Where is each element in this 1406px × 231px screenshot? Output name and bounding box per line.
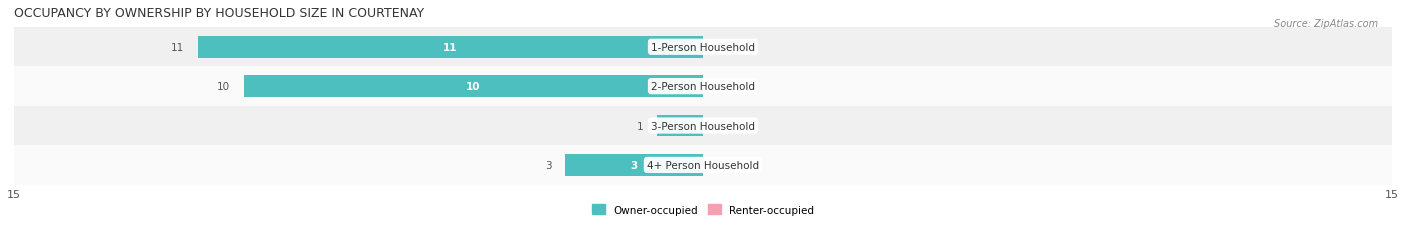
Legend: Owner-occupied, Renter-occupied: Owner-occupied, Renter-occupied — [588, 200, 818, 219]
Text: 1-Person Household: 1-Person Household — [651, 43, 755, 52]
Bar — [14, 106, 1392, 146]
Text: 0: 0 — [717, 121, 723, 131]
Bar — [243, 76, 703, 97]
Bar — [565, 154, 703, 176]
Text: 1: 1 — [676, 121, 683, 131]
Text: 0: 0 — [717, 43, 723, 52]
Text: 11: 11 — [443, 43, 457, 52]
Text: 10: 10 — [465, 82, 481, 92]
Bar — [14, 28, 1392, 67]
Text: 3: 3 — [630, 160, 638, 170]
Text: OCCUPANCY BY OWNERSHIP BY HOUSEHOLD SIZE IN COURTENAY: OCCUPANCY BY OWNERSHIP BY HOUSEHOLD SIZE… — [14, 7, 425, 20]
Bar — [14, 146, 1392, 185]
Bar — [657, 115, 703, 137]
Text: 2-Person Household: 2-Person Household — [651, 82, 755, 92]
Text: 0: 0 — [717, 160, 723, 170]
Text: 11: 11 — [170, 43, 184, 52]
Text: 10: 10 — [217, 82, 229, 92]
Bar — [198, 37, 703, 58]
Text: 1: 1 — [637, 121, 644, 131]
Bar — [14, 67, 1392, 106]
Text: 3: 3 — [544, 160, 551, 170]
Text: 4+ Person Household: 4+ Person Household — [647, 160, 759, 170]
Text: 3-Person Household: 3-Person Household — [651, 121, 755, 131]
Text: Source: ZipAtlas.com: Source: ZipAtlas.com — [1274, 18, 1378, 28]
Text: 0: 0 — [717, 82, 723, 92]
